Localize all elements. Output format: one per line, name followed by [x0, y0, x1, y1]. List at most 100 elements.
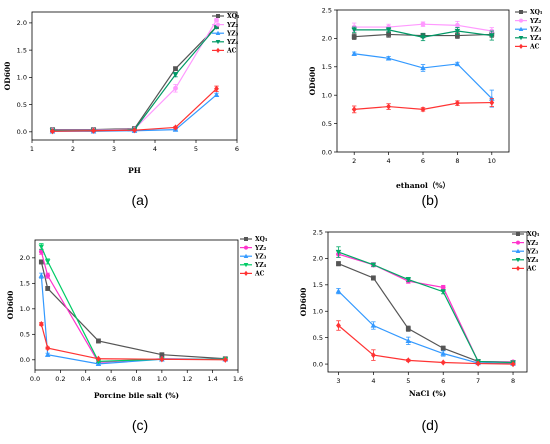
series-4 [49, 24, 220, 134]
legend-entry: AC [526, 266, 537, 273]
series-3 [351, 50, 495, 108]
legend-marker [519, 18, 523, 23]
legend-entry: YZ₂ [529, 18, 542, 25]
legend-entry: XQ₁ [527, 231, 540, 238]
series-4 [38, 243, 229, 365]
x-tick-label: 0.2 [55, 375, 65, 383]
series-2 [38, 248, 228, 365]
data-point [159, 356, 165, 363]
legend-marker [244, 270, 248, 276]
data-point [45, 273, 51, 279]
y-axis-title: OD600 [3, 62, 12, 91]
panel-caption: (a) [131, 192, 148, 208]
legend-entry: XQ₁ [255, 236, 268, 243]
legend-marker [516, 240, 520, 245]
x-tick-label: 2 [352, 157, 356, 165]
data-point [172, 72, 179, 78]
legend-entry: YZ₂ [254, 245, 267, 252]
series-line [40, 261, 226, 360]
data-point [405, 337, 412, 343]
y-tick-label: 0.5 [322, 120, 332, 128]
data-point [45, 344, 51, 352]
data-point [351, 34, 357, 40]
legend-entry: XQ₁ [530, 9, 543, 16]
y-tick-label: 0.5 [313, 334, 323, 342]
series-1 [50, 24, 219, 133]
x-tick-label: 8 [455, 157, 459, 165]
legend-entry: YZ₃ [529, 26, 542, 33]
legend-marker [519, 43, 523, 49]
legend-marker [243, 253, 249, 258]
data-point [385, 55, 392, 61]
data-point [222, 356, 228, 363]
series-line [40, 275, 226, 365]
legend-marker [516, 232, 520, 236]
data-point [351, 50, 357, 56]
plot-frame [31, 11, 238, 141]
x-axis-title: NaCl (%) [409, 389, 446, 398]
legend-marker [243, 263, 249, 268]
y-tick-label: 1.5 [20, 280, 30, 288]
legend-entry: AC [254, 271, 265, 278]
legend-marker [244, 245, 248, 250]
data-point [475, 360, 481, 367]
y-tick-label: 2.0 [20, 254, 30, 262]
x-tick-label: 0.6 [106, 375, 116, 383]
data-point [455, 22, 460, 28]
y-tick-label: 0.0 [322, 148, 332, 156]
data-point [96, 355, 101, 362]
legend-marker [519, 10, 523, 14]
data-point [351, 106, 357, 113]
data-point [173, 85, 178, 91]
data-point [370, 351, 376, 359]
data-point [173, 124, 178, 131]
y-tick-label: 0.5 [17, 101, 27, 109]
data-point [370, 262, 377, 268]
series-line [354, 53, 493, 100]
data-point [132, 127, 137, 134]
data-point [440, 359, 446, 366]
data-point [440, 285, 446, 290]
data-point [370, 322, 377, 328]
data-point [489, 33, 495, 39]
data-point [386, 32, 391, 37]
y-axis-title: OD600 [6, 291, 15, 320]
series-line [52, 88, 217, 132]
legend-marker [215, 30, 221, 35]
series-line [52, 19, 218, 131]
legend-entry: YZ₂ [226, 22, 239, 29]
data-point [173, 66, 178, 72]
series-5 [38, 320, 228, 363]
series-line [52, 94, 217, 132]
data-point [370, 275, 376, 281]
data-point [159, 352, 165, 358]
data-point [214, 85, 219, 92]
legend-entry: YZ₄ [529, 35, 542, 42]
data-point [510, 360, 516, 368]
series-line [40, 246, 226, 362]
y-tick-label: 1.5 [322, 63, 332, 71]
data-point [386, 103, 391, 110]
data-point [405, 326, 411, 332]
series-line [338, 253, 514, 363]
series-1 [336, 261, 516, 365]
x-tick-label: 4 [387, 157, 391, 165]
x-axis-title: ethanol（%） [396, 180, 450, 190]
data-point [405, 277, 412, 283]
series-5 [50, 85, 219, 135]
legend-entry: XQ₁ [227, 13, 240, 20]
data-point [38, 320, 44, 328]
x-tick-label: 1.0 [157, 375, 167, 383]
x-tick-label: 2 [71, 145, 75, 153]
series-4 [351, 26, 495, 42]
data-point [454, 61, 461, 67]
legend-entry: YZ₃ [226, 30, 239, 37]
x-tick-label: 10 [488, 157, 496, 165]
data-point [213, 91, 220, 97]
legend-marker [216, 14, 220, 18]
legend-entry: AC [529, 44, 540, 51]
